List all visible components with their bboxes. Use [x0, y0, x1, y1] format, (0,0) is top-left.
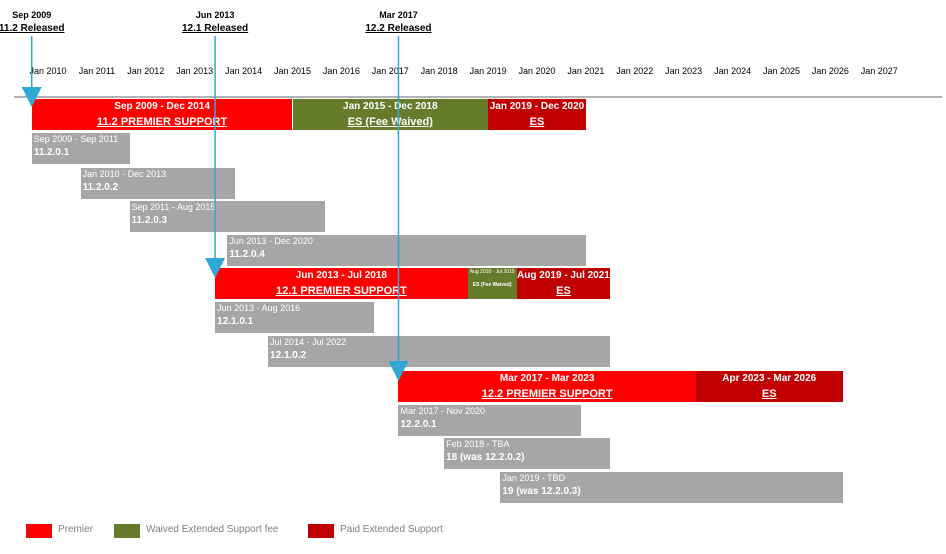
bar-date-range: Jun 2013 - Jul 2018 — [295, 270, 387, 281]
bar-label: 11.2.0.1 — [33, 147, 70, 158]
bar-date-range: Mar 2017 - Nov 2020 — [400, 406, 485, 416]
bar-label: 12.2.0.1 — [400, 419, 437, 430]
release-label: 11.2 Released — [0, 23, 65, 34]
support-bar-patchset: Mar 2017 - Nov 2020 12.2.0.1 — [398, 405, 581, 436]
axis-tick-label: Jan 2015 — [273, 66, 312, 76]
bar-date-range: Apr 2023 - Mar 2026 — [722, 373, 817, 384]
axis-tick-label: Jan 2012 — [127, 66, 165, 76]
bar-label: 18 (was 12.2.0.2) — [446, 452, 525, 463]
release-marker: Sep 2009 11.2 Released — [0, 10, 77, 34]
support-bar-paid: Apr 2023 - Mar 2026 ES — [695, 371, 843, 402]
bar-label: 12.2 PREMIER SUPPORT — [481, 388, 613, 400]
support-bar-paid: Aug 2019 - Jul 2021 ES — [516, 268, 611, 299]
axis-tick-label: Jan 2019 — [469, 66, 507, 76]
bar-label: ES — [761, 388, 777, 400]
axis-tick-label: Jan 2027 — [860, 66, 898, 76]
bar-date-range: Jan 2015 - Dec 2018 — [343, 101, 438, 112]
legend-item: Premier — [26, 522, 226, 540]
legend-swatch — [114, 524, 140, 538]
axis-tick-label: Jan 2017 — [371, 66, 409, 76]
axis-tick-label: Jan 2024 — [714, 66, 752, 76]
release-date: Sep 2009 — [12, 10, 52, 20]
axis-tick-label: Jan 2021 — [567, 66, 605, 76]
bar-label: ES (Fee Waived) — [472, 282, 512, 288]
support-bar-patchset: Jun 2013 - Dec 2020 11.2.0.4 — [227, 235, 586, 266]
legend-swatch — [308, 524, 334, 538]
support-bar-patchset: Jan 2019 - TBD 19 (was 12.2.0.3) — [500, 472, 843, 503]
bar-date-range: Jan 2019 - Dec 2020 — [489, 101, 585, 112]
support-bar-waived: Jan 2015 - Dec 2018 ES (Fee Waived) — [292, 99, 489, 130]
bar-label: ES (Fee Waived) — [347, 116, 433, 128]
bar-label: 12.1.0.2 — [270, 350, 307, 361]
bar-label: 11.2 PREMIER SUPPORT — [96, 116, 228, 128]
support-bar-premier: Jun 2013 - Jul 2018 12.1 PREMIER SUPPORT — [215, 268, 468, 299]
support-bar-paid: Jan 2019 - Dec 2020 ES — [488, 99, 586, 130]
axis-tick-label: Jan 2013 — [176, 66, 214, 76]
release-date: Jun 2013 — [195, 10, 235, 20]
legend-label: Waived Extended Support fee — [146, 524, 279, 535]
bar-label: 19 (was 12.2.0.3) — [502, 486, 581, 497]
bar-label: 12.1 PREMIER SUPPORT — [275, 285, 407, 297]
bar-date-range: Mar 2017 - Mar 2023 — [499, 373, 595, 384]
release-date: Mar 2017 — [379, 10, 418, 20]
support-bar-patchset: Sep 2011 - Aug 2015 11.2.0.3 — [129, 201, 326, 232]
axis-tick-label: Jan 2018 — [420, 66, 458, 76]
legend-label: Premier — [58, 524, 94, 535]
bar-date-range: Jan 2019 - TBD — [502, 473, 566, 483]
axis-tick-label: Jan 2025 — [762, 66, 801, 76]
axis-tick-label: Jan 2022 — [616, 66, 654, 76]
bar-label: ES — [556, 285, 571, 297]
bar-date-range: Sep 2009 - Dec 2014 — [114, 101, 210, 112]
bar-date-range: Sep 2009 - Sep 2011 — [33, 134, 119, 144]
axis-tick-label: Jan 2023 — [665, 66, 703, 76]
release-arrow-icon — [205, 258, 226, 278]
axis-tick-label: Jan 2026 — [811, 66, 849, 76]
support-bar-waived: Aug 2018 - Jul 2019 ES (Fee Waived) — [467, 268, 517, 299]
support-bar-premier: Sep 2009 - Dec 2014 11.2 PREMIER SUPPORT — [31, 99, 293, 130]
bar-label: 12.1.0.1 — [217, 316, 254, 327]
support-bar-premier: Mar 2017 - Mar 2023 12.2 PREMIER SUPPORT — [398, 371, 696, 402]
axis-tick-label: Jan 2020 — [518, 66, 556, 76]
bar-date-range: Jul 2014 - Jul 2022 — [270, 337, 347, 347]
support-bar-patchset: Feb 2018 - TBA 18 (was 12.2.0.2) — [444, 438, 611, 469]
bar-date-range: Jan 2010 - Dec 2013 — [82, 169, 167, 179]
release-label: 12.2 Released — [365, 23, 432, 34]
legend-item: Paid Extended Support — [308, 522, 508, 540]
legend-swatch — [26, 524, 52, 538]
legend-item: Waived Extended Support fee — [114, 522, 314, 540]
release-arrow-icon — [21, 87, 42, 107]
bar-date-range: Sep 2011 - Aug 2015 — [131, 202, 216, 212]
bar-label: 11.2.0.2 — [82, 182, 119, 193]
support-bar-patchset: Jan 2010 - Dec 2013 11.2.0.2 — [80, 168, 236, 199]
axis-tick-label: Jan 2010 — [29, 66, 67, 76]
axis-tick-label: Jan 2016 — [322, 66, 360, 76]
bar-date-range: Feb 2018 - TBA — [446, 439, 510, 449]
release-marker: Jun 2013 12.1 Released — [170, 10, 260, 34]
legend-label: Paid Extended Support — [340, 524, 443, 535]
axis-tick-label: Jan 2011 — [78, 66, 116, 76]
release-arrow-icon — [388, 361, 409, 381]
release-marker: Mar 2017 12.2 Released — [353, 10, 443, 34]
support-bar-patchset: Jun 2013 - Aug 2016 12.1.0.1 — [215, 302, 374, 333]
support-bar-patchset: Jul 2014 - Jul 2022 12.1.0.2 — [268, 336, 611, 367]
bar-date-range: Jun 2013 - Dec 2020 — [229, 236, 313, 246]
bar-date-range: Jun 2013 - Aug 2016 — [217, 303, 301, 313]
bar-date-range: Aug 2019 - Jul 2021 — [517, 270, 610, 281]
axis-tick-label: Jan 2014 — [225, 66, 263, 76]
bar-label: 11.2.0.4 — [229, 249, 265, 260]
support-bar-patchset: Sep 2009 - Sep 2011 11.2.0.1 — [31, 133, 130, 164]
bar-date-range: Aug 2018 - Jul 2019 — [469, 269, 515, 275]
bar-label: 11.2.0.3 — [131, 215, 168, 226]
bar-label: ES — [529, 116, 545, 128]
release-label: 12.1 Released — [181, 23, 249, 34]
